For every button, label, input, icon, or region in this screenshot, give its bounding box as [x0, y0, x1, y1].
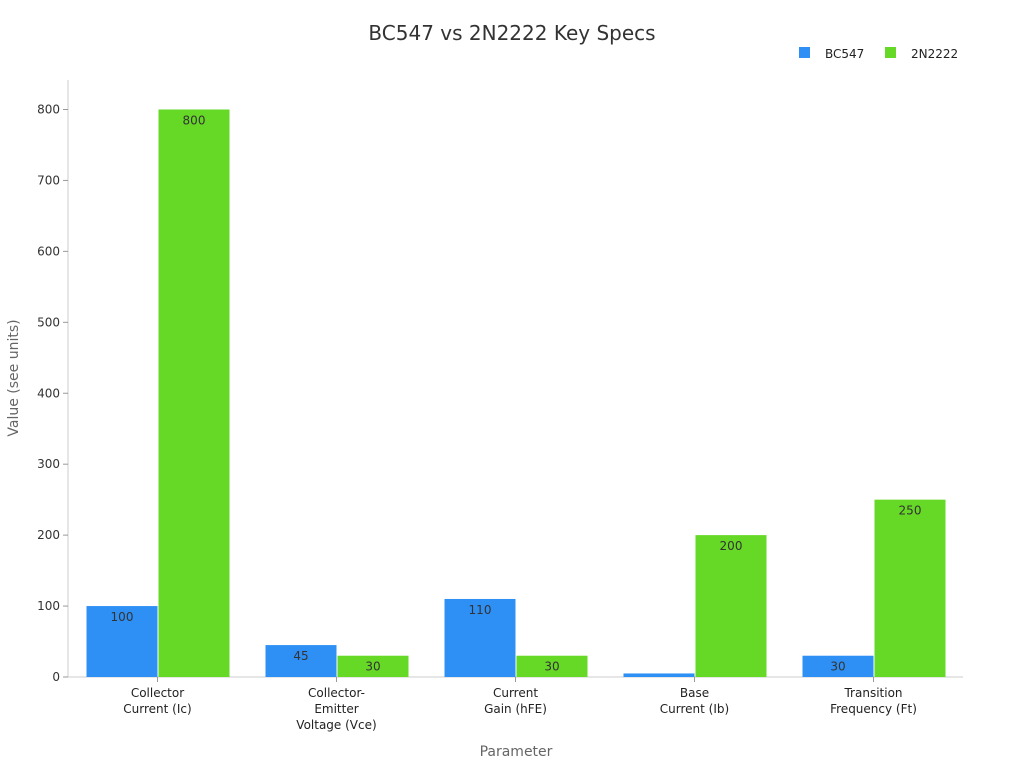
y-tick-label: 0: [52, 670, 60, 684]
data-label: 800: [183, 114, 206, 128]
bar-bc547: [623, 673, 695, 677]
y-tick-label: 200: [37, 528, 60, 542]
x-tick-label: Base: [680, 686, 709, 700]
bar-bc547: [86, 606, 158, 677]
y-tick-label: 700: [37, 173, 60, 187]
y-tick-label: 600: [37, 244, 60, 258]
y-tick-label: 300: [37, 457, 60, 471]
y-axis-label: Value (see units): [6, 319, 22, 436]
data-label: 30: [544, 660, 559, 674]
chart-title: BC547 vs 2N2222 Key Specs: [368, 21, 655, 45]
x-tick-label: Current (Ic): [123, 702, 191, 716]
legend-swatch: [885, 47, 896, 58]
data-label: 110: [469, 603, 492, 617]
data-label: 30: [365, 660, 380, 674]
bar-bc547: [444, 598, 516, 677]
x-tick-label: Collector: [131, 686, 184, 700]
y-tick-label: 800: [37, 103, 60, 117]
legend-label: BC547: [825, 47, 864, 61]
x-tick-label: Current (Ib): [660, 702, 729, 716]
x-axis-label: Parameter: [480, 744, 553, 760]
data-label: 200: [720, 539, 743, 553]
x-tick-label: Voltage (Vce): [296, 718, 376, 732]
x-tick-label: Collector-: [308, 686, 365, 700]
x-tick-label: Transition: [843, 686, 902, 700]
x-tick-label: Emitter: [314, 702, 358, 716]
y-tick-label: 500: [37, 315, 60, 329]
bar-2n2222: [337, 655, 409, 677]
data-label: 45: [293, 649, 308, 663]
bar-2n2222: [516, 655, 588, 677]
bar-2n2222: [158, 109, 230, 677]
legend-swatch: [799, 47, 810, 58]
data-label: 250: [899, 504, 922, 518]
data-label: 100: [111, 610, 134, 624]
bar-bc547: [265, 645, 337, 677]
x-tick-label: Gain (hFE): [484, 702, 547, 716]
x-tick-label: Frequency (Ft): [830, 702, 917, 716]
data-label: 30: [830, 660, 845, 674]
x-tick-label: Current: [493, 686, 538, 700]
y-tick-label: 400: [37, 386, 60, 400]
bar-2n2222: [874, 499, 946, 677]
bar-bc547: [802, 655, 874, 677]
bar-2n2222: [695, 535, 767, 677]
legend-label: 2N2222: [911, 47, 958, 61]
y-tick-label: 100: [37, 599, 60, 613]
